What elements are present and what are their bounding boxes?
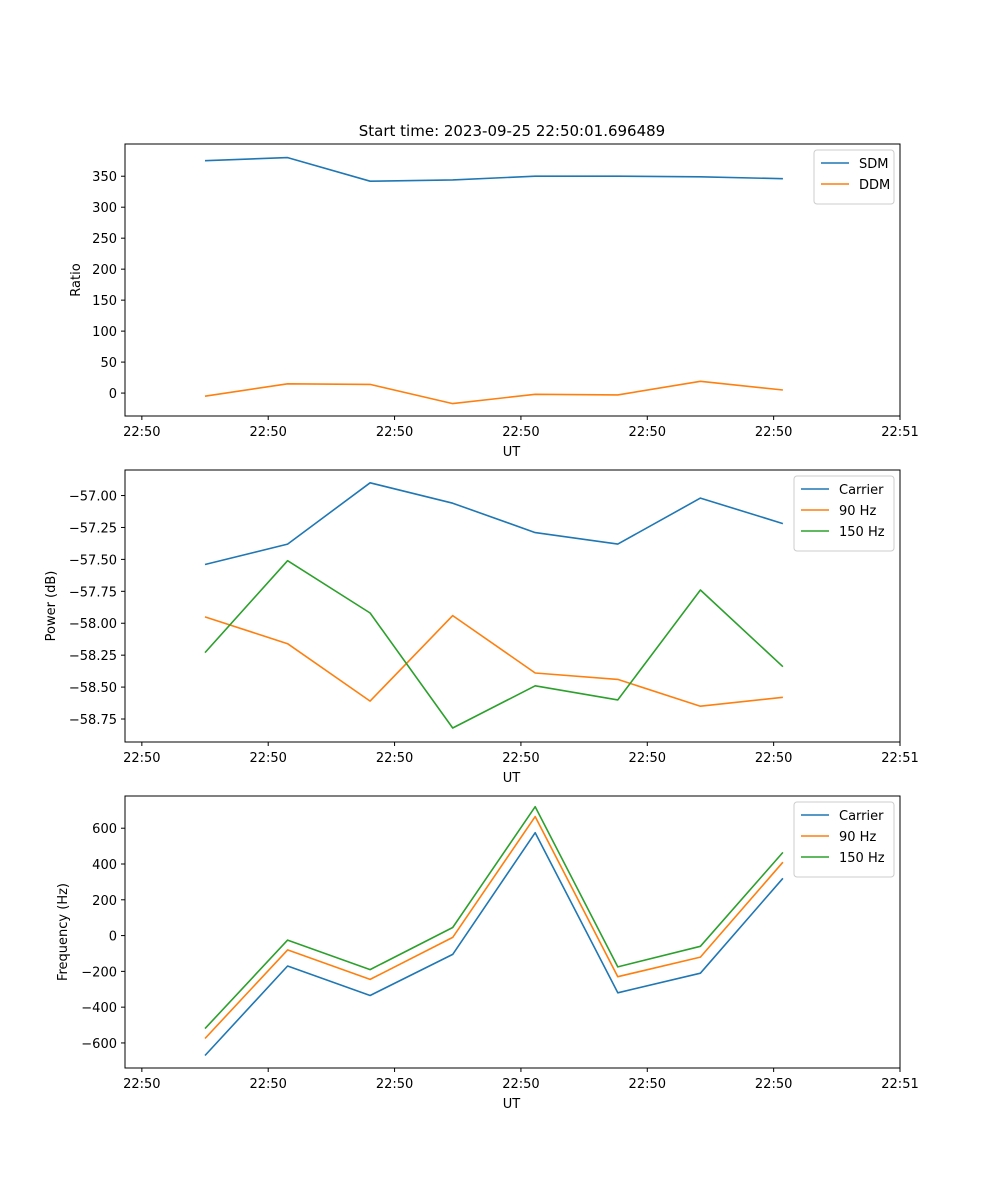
x-tick-label: 22:50 bbox=[249, 1077, 286, 1092]
y-tick-label: −600 bbox=[81, 1037, 117, 1052]
x-tick-label: 22:51 bbox=[881, 751, 918, 766]
y-tick-label: −200 bbox=[81, 965, 117, 980]
series-line-carrier bbox=[204, 831, 784, 1057]
y-tick-label: −58.25 bbox=[69, 649, 117, 664]
subplot-ratio: 22:50 22:50 22:50 22:50 22:50 22:50 22:51 0 50 10… bbox=[69, 143, 919, 460]
x-tick-label: 22:50 bbox=[755, 1077, 792, 1092]
y-tick-label: 200 bbox=[92, 894, 117, 909]
series-line-sdm bbox=[204, 156, 783, 182]
series-line-carrier bbox=[204, 481, 784, 566]
x-tick-label: 22:50 bbox=[376, 1077, 413, 1092]
axes-frame bbox=[124, 143, 901, 417]
y-tick-label: −400 bbox=[81, 1001, 117, 1016]
x-tick-label: 22:50 bbox=[249, 425, 286, 440]
y-tick-label: 100 bbox=[92, 325, 117, 340]
y-tick-label: 200 bbox=[92, 263, 117, 278]
axes-frame bbox=[124, 469, 901, 743]
y-tick-label: −57.75 bbox=[69, 585, 117, 600]
x-tick-label: 22:51 bbox=[881, 1077, 918, 1092]
legend-label: 90 Hz bbox=[839, 830, 876, 845]
series-line-150-hz bbox=[204, 559, 784, 729]
x-tick-label: 22:50 bbox=[502, 425, 539, 440]
y-tick-label: 600 bbox=[92, 822, 117, 837]
x-tick-label: 22:50 bbox=[376, 751, 413, 766]
y-axis-label: Ratio bbox=[69, 263, 84, 296]
legend-label: 150 Hz bbox=[839, 851, 885, 866]
y-tick-label: 50 bbox=[100, 356, 117, 371]
y-tick-label: −57.00 bbox=[69, 490, 117, 505]
x-tick-label: 22:50 bbox=[629, 751, 666, 766]
x-tick-label: 22:50 bbox=[249, 751, 286, 766]
legend-label: 90 Hz bbox=[839, 504, 876, 519]
x-tick-label: 22:50 bbox=[123, 751, 160, 766]
legend bbox=[793, 475, 895, 552]
x-tick-label: 22:50 bbox=[123, 1077, 160, 1092]
x-axis-label: UT bbox=[503, 771, 521, 786]
legend-label: SDM bbox=[859, 157, 888, 172]
subplot-power: 22:50 22:50 22:50 22:50 22:50 22:50 22:51 −57.0… bbox=[44, 469, 919, 786]
x-tick-label: 22:50 bbox=[755, 425, 792, 440]
figure-title: Start time: 2023-09-25 22:50:01.696489 bbox=[359, 122, 665, 140]
y-tick-label: 0 bbox=[109, 387, 117, 402]
series-line-90-hz bbox=[204, 815, 784, 1040]
series-line-90-hz bbox=[204, 614, 783, 708]
x-tick-label: 22:50 bbox=[123, 425, 160, 440]
subplot-frequency: 22:50 22:50 22:50 22:50 22:50 22:50 22:51 −600 −… bbox=[56, 795, 919, 1112]
legend-label: 150 Hz bbox=[839, 525, 885, 540]
legend bbox=[793, 801, 895, 878]
y-tick-label: −58.50 bbox=[69, 681, 117, 696]
y-tick-label: −57.50 bbox=[69, 553, 117, 568]
y-tick-label: 150 bbox=[92, 294, 117, 309]
y-axis-label: Frequency (Hz) bbox=[56, 883, 71, 981]
x-tick-label: 22:50 bbox=[502, 1077, 539, 1092]
y-axis-label: Power (dB) bbox=[44, 571, 59, 642]
axes-frame bbox=[124, 795, 901, 1069]
y-tick-label: 0 bbox=[109, 930, 117, 945]
y-tick-label: −57.25 bbox=[69, 521, 117, 536]
legend-label: Carrier bbox=[839, 483, 884, 498]
x-tick-label: 22:50 bbox=[376, 425, 413, 440]
y-tick-label: 250 bbox=[92, 232, 117, 247]
x-axis-label: UT bbox=[503, 1097, 521, 1112]
x-tick-label: 22:50 bbox=[502, 751, 539, 766]
y-tick-label: −58.00 bbox=[69, 617, 117, 632]
series-line-ddm bbox=[204, 380, 783, 405]
y-tick-label: 350 bbox=[92, 170, 117, 185]
y-tick-label: −58.75 bbox=[69, 713, 117, 728]
legend-label: DDM bbox=[859, 178, 890, 193]
x-axis-label: UT bbox=[503, 445, 521, 460]
legend-label: Carrier bbox=[839, 809, 884, 824]
x-tick-label: 22:50 bbox=[629, 425, 666, 440]
y-tick-label: 300 bbox=[92, 201, 117, 216]
x-tick-label: 22:50 bbox=[629, 1077, 666, 1092]
series-line-150-hz bbox=[204, 805, 784, 1030]
y-tick-label: 400 bbox=[92, 858, 117, 873]
x-tick-label: 22:51 bbox=[881, 425, 918, 440]
x-tick-label: 22:50 bbox=[755, 751, 792, 766]
